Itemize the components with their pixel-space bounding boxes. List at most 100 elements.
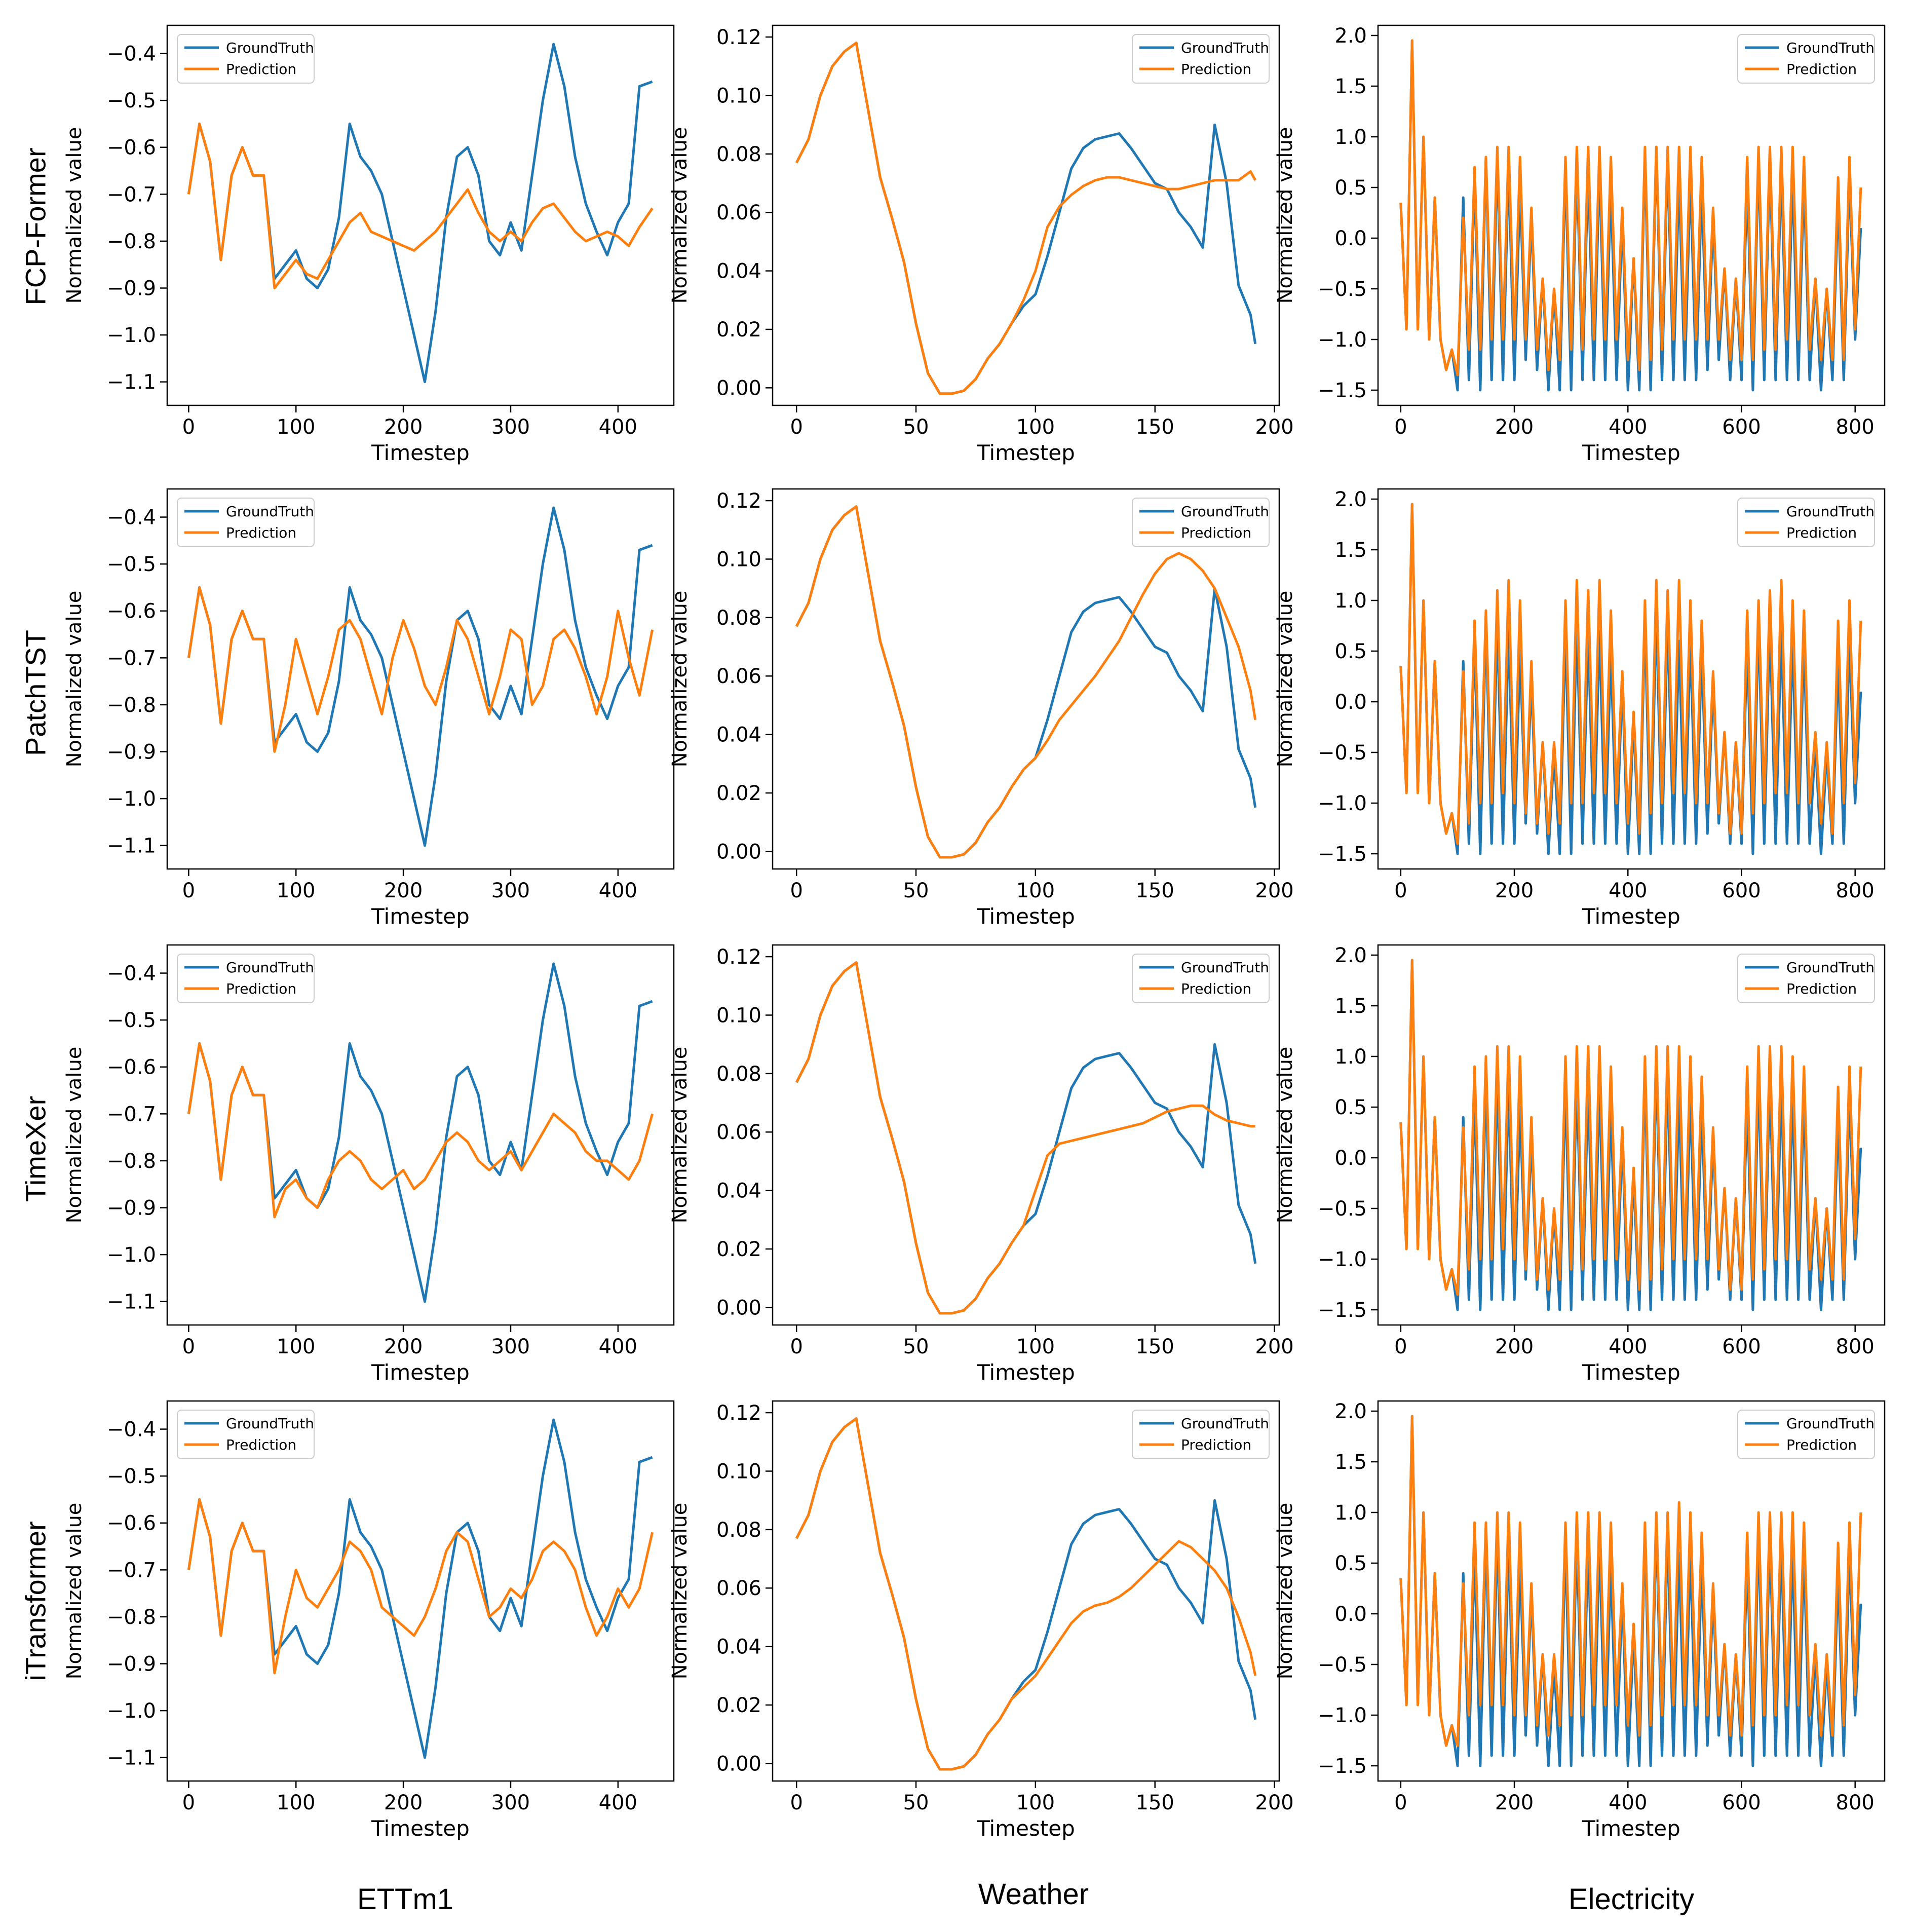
y-tick-label: 1.0 [1334,126,1367,149]
legend-label: GroundTruth [226,1415,314,1432]
x-axis-label: Timestep [1582,1360,1680,1385]
x-tick-label: 200 [384,879,423,902]
y-tick-label: 0.5 [1334,1096,1367,1119]
legend-label: Prediction [1181,61,1251,78]
y-tick-label: 0.00 [716,376,761,400]
x-axis-label: Timestep [371,904,470,929]
legend: GroundTruth Prediction [177,1410,315,1459]
col-label-weather: Weather [978,1878,1089,1911]
y-tick-label: 1.5 [1334,75,1367,98]
x-tick-label: 100 [1016,879,1055,902]
y-tick-label: −0.9 [107,1653,156,1676]
subplot-itrans-electricity: 0 200 400 600 800 −1.5 −1.0 −0.5 0.0 0.5 1.0 1.5 2.0… [1274,1400,1886,1841]
axes-frame [1377,944,1886,1326]
y-tick-label: 0.0 [1334,227,1367,250]
x-tick-label: 400 [1609,1335,1647,1358]
x-tick-label: 200 [384,1791,423,1814]
y-tick-label: 0.08 [716,1063,761,1086]
x-tick-label: 200 [1495,1335,1534,1358]
axes-frame [166,488,675,870]
x-tick-label: 400 [599,1791,637,1814]
y-tick-label: −0.9 [107,741,156,764]
x-tick-label: 400 [599,415,637,439]
x-tick-label: 200 [1255,1791,1293,1814]
x-tick-label: 0 [790,415,802,439]
x-tick-label: 0 [182,1335,195,1358]
x-tick-label: 0 [182,879,195,902]
x-tick-label: 100 [1016,1335,1055,1358]
x-axis-label: Timestep [976,1816,1075,1841]
x-tick-label: 0 [1394,879,1407,902]
y-axis-label: Normalized value [63,591,86,768]
y-axis-label: Normalized value [1274,1047,1297,1224]
x-tick-label: 50 [903,415,929,439]
x-tick-label: 100 [277,1335,315,1358]
y-tick-label: −1.1 [107,1291,156,1314]
y-tick-label: −1.0 [1318,1248,1367,1271]
axes-frame [772,944,1280,1326]
axes-frame [1377,1400,1886,1782]
y-tick-label: 0.08 [716,607,761,630]
legend: GroundTruth Prediction [1132,498,1270,547]
legend-label: Prediction [226,524,296,541]
axes-frame [772,1400,1280,1782]
x-axis-label: Timestep [371,440,470,465]
series-line-prediction [795,1417,1257,1771]
y-tick-label: −1.1 [107,371,156,394]
x-tick-label: 0 [1394,415,1407,439]
y-tick-label: −1.0 [107,324,156,347]
y-tick-label: 0.04 [716,724,761,747]
x-tick-label: 300 [491,1335,530,1358]
y-tick-label: 2.0 [1334,488,1367,511]
y-tick-label: 0.00 [716,840,761,863]
y-tick-label: −0.4 [107,43,156,66]
x-tick-label: 400 [1609,415,1647,439]
x-axis-label: Timestep [371,1816,470,1841]
y-tick-label: −0.5 [1318,1197,1367,1221]
x-tick-label: 600 [1722,1335,1761,1358]
x-axis-label: Timestep [976,1360,1075,1385]
x-tick-label: 400 [1609,879,1647,902]
x-tick-label: 800 [1836,1335,1875,1358]
y-tick-label: −0.8 [107,694,156,717]
subplot-timexer-ettm1: 0 100 200 300 400 −1.1 −1.0 −0.9 −0.8 −0.7 −0.6 −0.… [63,944,675,1385]
y-tick-label: −0.5 [107,1465,156,1488]
legend-label: GroundTruth [1786,959,1875,976]
legend: GroundTruth Prediction [177,954,315,1003]
row-label-fcp-former: FCP-Former [19,147,52,306]
series-line-prediction [1399,39,1862,376]
y-axis-label: Normalized value [668,591,692,768]
y-tick-label: 0.06 [716,201,761,224]
legend-label: Prediction [226,980,296,997]
y-tick-label: −0.9 [107,277,156,300]
y-tick-label: −1.5 [1318,1755,1367,1778]
axes-frame [166,1400,675,1782]
x-tick-label: 200 [1255,415,1293,439]
y-tick-label: 1.5 [1334,995,1367,1018]
y-tick-label: 0.02 [716,1238,761,1261]
series-line-prediction [795,42,1256,395]
axes-frame [772,24,1280,406]
x-axis-label: Timestep [371,1360,470,1385]
x-tick-label: 200 [1495,879,1534,902]
legend-label: GroundTruth [1181,1415,1269,1432]
legend: GroundTruth Prediction [177,34,315,84]
series-line-prediction [1399,503,1862,845]
x-tick-label: 800 [1836,1791,1875,1814]
y-tick-label: −1.0 [1318,792,1367,815]
y-axis-label: Normalized value [63,1503,86,1680]
y-tick-label: −1.0 [1318,1704,1367,1727]
legend-label: Prediction [1181,980,1251,997]
y-tick-label: −0.5 [107,89,156,112]
y-tick-label: −0.8 [107,1150,156,1173]
y-tick-label: −1.0 [107,1243,156,1267]
x-tick-label: 200 [1495,415,1534,439]
subplot-timexer-electricity: 0 200 400 600 800 −1.5 −1.0 −0.5 0.0 0.5 1.0 1.5 2.0… [1274,944,1886,1385]
series-line-prediction [187,122,654,289]
y-tick-label: −0.4 [107,962,156,986]
y-tick-label: −1.1 [107,835,156,858]
series-line-prediction [795,505,1257,859]
y-tick-label: −0.9 [107,1197,156,1220]
subplot-patch-electricity: 0 200 400 600 800 −1.5 −1.0 −0.5 0.0 0.5 1.0 1.5 2.0… [1274,488,1886,929]
